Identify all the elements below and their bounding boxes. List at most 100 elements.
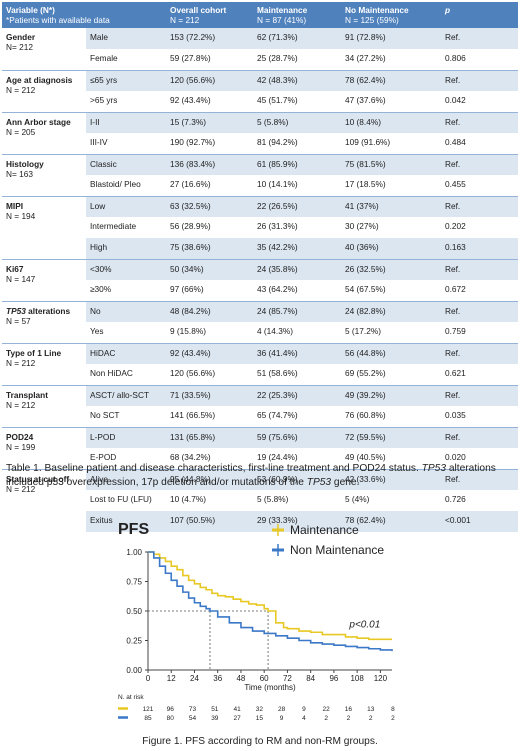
- subgroup-cell: ASCT/ allo-SCT: [86, 384, 166, 406]
- overall-cell: 10 (4.7%): [170, 494, 206, 504]
- table-row: Ki67 N = 147 <30% 50 (34%) 24 (35.8%) 26 (32.…: [2, 258, 518, 301]
- non-maintenance-curve: [148, 551, 393, 652]
- header-maintenance: Maintenance N = 87 (41%): [257, 5, 308, 25]
- x-tick-label: 24: [190, 674, 199, 683]
- no-maintenance-cell: 5 (17.2%): [345, 326, 381, 336]
- p-value-cell: 0.672: [445, 284, 466, 294]
- no-maintenance-cell: 49 (40.5%): [345, 452, 386, 462]
- no-maintenance-cell: 30 (27%): [345, 221, 379, 231]
- x-tick-label: 48: [236, 674, 245, 683]
- no-maintenance-cell: 24 (82.8%): [341, 300, 441, 322]
- maintenance-cell: 10 (14.1%): [257, 179, 298, 189]
- x-tick-label: 72: [283, 674, 292, 683]
- overall-cell: 15 (7.3%): [166, 111, 253, 133]
- at-risk-count: 2: [369, 715, 373, 722]
- y-tick-label: 0.75: [126, 578, 142, 587]
- overall-cell: 120 (56.6%): [170, 368, 216, 378]
- p-value-cell: 0.042: [445, 95, 466, 105]
- p-value-cell: Ref.: [441, 195, 518, 217]
- table-row: Type of 1 Line N = 212 HiDAC 92 (43.4%) 36 (…: [2, 342, 518, 385]
- no-maintenance-cell: 40 (36%): [345, 242, 379, 252]
- variable-cell: Status at cut-off N = 212: [2, 468, 86, 532]
- at-risk-count: 15: [256, 715, 264, 722]
- maintenance-cell: 81 (94.2%): [257, 137, 298, 147]
- at-risk-count: 121: [143, 706, 154, 713]
- at-risk-count: 54: [189, 715, 197, 722]
- header-overall: Overall cohort N = 212: [170, 5, 227, 25]
- subgroup-cell: ≤65 yrs: [86, 69, 166, 91]
- table-row: MIPI N = 194 Low 63 (32.5%) 22 (26.5%) 41 (37…: [2, 195, 518, 259]
- overall-cell: 27 (16.6%): [170, 179, 211, 189]
- p-value-cell: Ref.: [441, 258, 518, 280]
- maintenance-cell: 62 (71.3%): [257, 32, 298, 42]
- table-row: Status at cut-off N = 212 Alive 95 (44.8%) 5…: [2, 468, 518, 532]
- at-risk-count: 8: [391, 706, 395, 713]
- subgroup-cell: Low: [86, 195, 166, 217]
- p-value-cell: 0.163: [445, 242, 466, 252]
- pfs-kaplan-meier-chart: PFS Maintenance Non Maintenance 0.00 0.25 0.5…: [118, 521, 395, 722]
- subgroup-cell: No SCT: [90, 410, 120, 420]
- p-value-cell: 0.806: [445, 53, 466, 63]
- at-risk-count: 2: [324, 715, 328, 722]
- subgroup-cell: Non HiDAC: [90, 368, 133, 378]
- subgroup-cell: HiDAC: [86, 342, 166, 364]
- no-maintenance-cell: 34 (27.2%): [345, 53, 386, 63]
- maintenance-cell: 51 (58.6%): [257, 368, 298, 378]
- subgroup-cell: Male: [90, 32, 108, 42]
- p-value-cell: Ref.: [441, 153, 518, 175]
- table-row: Blastoid/ Pleo 27 (16.6%) 10 (14.1%) 17 (18…: [2, 175, 518, 196]
- maintenance-cell: 22 (26.5%): [253, 195, 341, 217]
- variable-cell: MIPI N = 194: [2, 195, 86, 259]
- table-row: POD24 N = 199 L-POD 131 (65.8%) 59 (75.6%) 72…: [2, 426, 518, 469]
- p-value-cell: 0.759: [445, 326, 466, 336]
- x-tick-label: 12: [167, 674, 176, 683]
- figure-caption: Figure 1. PFS according to RM and non-RM…: [142, 736, 378, 747]
- variable-cell: Transplant N = 212: [2, 384, 86, 427]
- maintenance-cell: 22 (25.3%): [253, 384, 341, 406]
- table-row: Intermediate 56 (28.9%) 26 (31.3%) 30 (27%)…: [2, 217, 518, 238]
- overall-cell: 97 (66%): [170, 284, 204, 294]
- y-tick-label: 0.50: [126, 607, 142, 616]
- table-row: Female 59 (27.8%) 25 (28.7%) 34 (27.2%) 0.80…: [2, 49, 518, 70]
- header-no-maintenance: No Maintenance N = 125 (59%): [345, 5, 409, 25]
- at-risk-count: 96: [167, 706, 175, 713]
- overall-cell: 190 (92.7%): [170, 137, 216, 147]
- overall-cell: 92 (43.4%): [166, 342, 253, 364]
- table-row: Age at diagnosis N = 212 ≤65 yrs 120 (56.6%…: [2, 69, 518, 112]
- table-row: Exitus 107 (50.5%) 29 (33.3%) 78 (62.4%) <0.…: [2, 511, 518, 532]
- maintenance-cell: 24 (35.8%): [253, 258, 341, 280]
- no-maintenance-cell: 47 (37.6%): [345, 95, 386, 105]
- header-p-value: p: [445, 5, 451, 15]
- variable-cell: Ann Arbor stage N = 205: [2, 111, 86, 154]
- at-risk-count: 73: [189, 706, 197, 713]
- overall-cell: 131 (65.8%): [166, 426, 253, 448]
- p-value-cell: Ref.: [441, 111, 518, 133]
- subgroup-cell: Female: [90, 53, 118, 63]
- no-maintenance-cell: 5 (4%): [345, 494, 370, 504]
- maintenance-cell: 65 (74.7%): [257, 410, 298, 420]
- no-maintenance-cell: 75 (81.5%): [341, 153, 441, 175]
- overall-cell: 63 (32.5%): [166, 195, 253, 217]
- header-variable: Variable (N*) *Patients with available da…: [6, 5, 110, 25]
- no-maintenance-cell: 54 (67.5%): [345, 284, 386, 294]
- p-value-cell: Ref.: [441, 69, 518, 91]
- y-tick-label: 0.25: [126, 637, 142, 646]
- maintenance-cell: 25 (28.7%): [257, 53, 298, 63]
- variable-cell: Histology N= 163: [2, 153, 86, 196]
- table-body: Gender N= 212 Male 153 (72.2%) 62 (71.3%) 91 …: [2, 28, 518, 532]
- chart-title: PFS: [118, 521, 149, 538]
- subgroup-cell: Intermediate: [90, 221, 137, 231]
- at-risk-count: 9: [280, 715, 284, 722]
- p-value-cell: 0.035: [445, 410, 466, 420]
- no-maintenance-cell: 49 (39.2%): [341, 384, 441, 406]
- no-maintenance-cell: 26 (32.5%): [341, 258, 441, 280]
- p-value-cell: Ref.: [445, 32, 461, 42]
- overall-cell: 107 (50.5%): [170, 515, 216, 525]
- at-risk-count: 85: [144, 715, 152, 722]
- table-row: No SCT 141 (66.5%) 65 (74.7%) 76 (60.8%) 0.0…: [2, 406, 518, 427]
- table-row: ≥30% 97 (66%) 43 (64.2%) 54 (67.5%) 0.672: [2, 280, 518, 301]
- p-value-cell: Ref.: [441, 300, 518, 322]
- at-risk-count: 16: [345, 706, 353, 713]
- no-maintenance-cell: 91 (72.8%): [345, 32, 386, 42]
- no-maintenance-cell: 41 (37%): [341, 195, 441, 217]
